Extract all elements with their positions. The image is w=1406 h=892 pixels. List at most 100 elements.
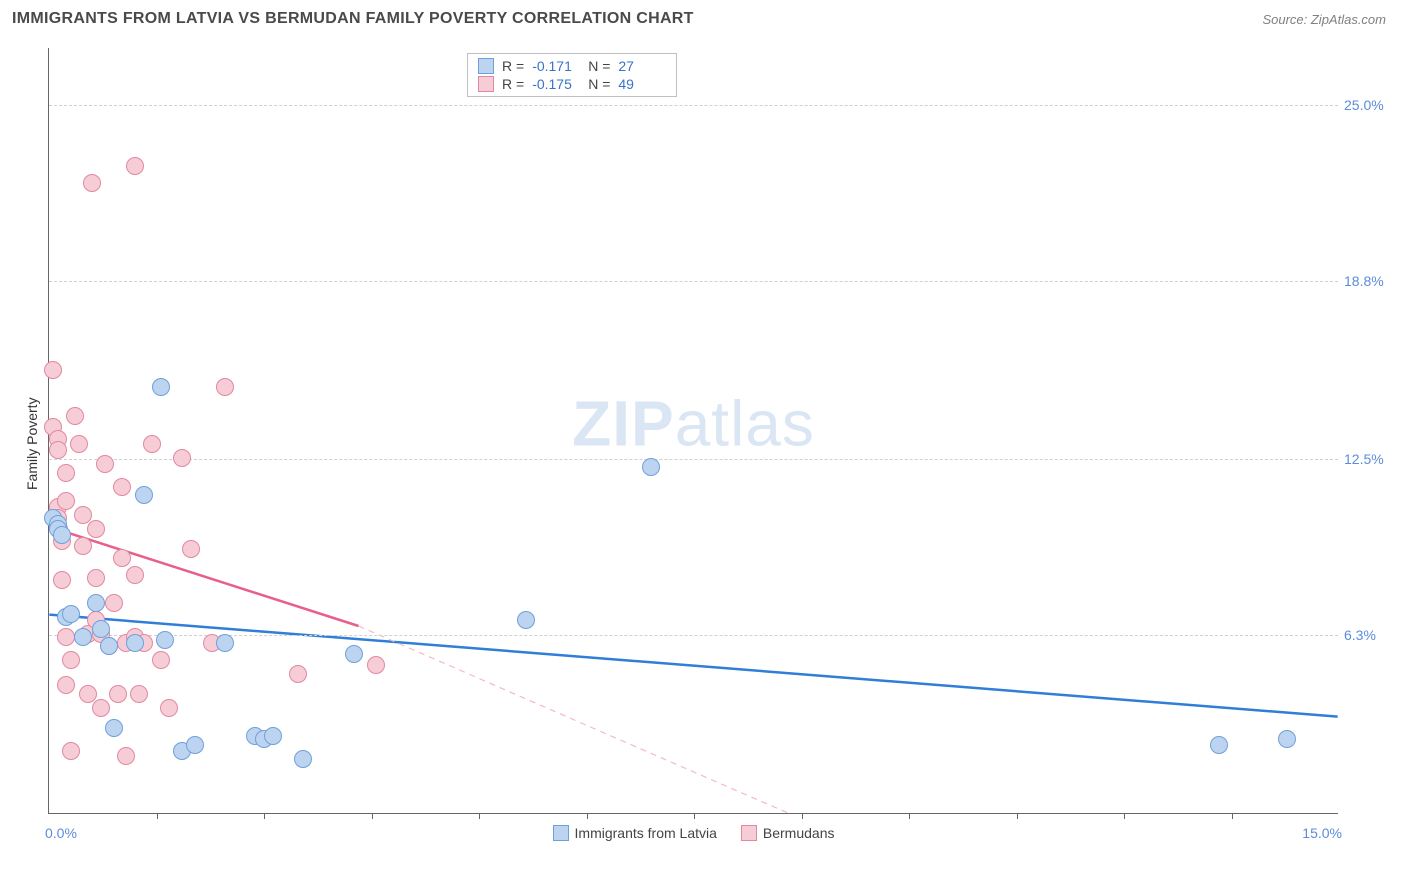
- n-label: N =: [588, 76, 610, 92]
- data-point: [49, 441, 67, 459]
- data-point: [92, 620, 110, 638]
- y-tick-label: 12.5%: [1344, 451, 1394, 467]
- data-point: [66, 407, 84, 425]
- swatch-icon: [741, 825, 757, 841]
- data-point: [83, 174, 101, 192]
- data-point: [113, 549, 131, 567]
- chart-title: IMMIGRANTS FROM LATVIA VS BERMUDAN FAMIL…: [12, 10, 694, 28]
- r-label: R =: [502, 58, 524, 74]
- x-tick: [909, 813, 910, 819]
- gridline: [49, 459, 1338, 460]
- r-value: -0.175: [532, 76, 580, 92]
- data-point: [216, 634, 234, 652]
- data-point: [160, 699, 178, 717]
- data-point: [53, 571, 71, 589]
- data-point: [100, 637, 118, 655]
- data-point: [117, 747, 135, 765]
- data-point: [216, 378, 234, 396]
- data-point: [87, 594, 105, 612]
- data-point: [367, 656, 385, 674]
- data-point: [62, 651, 80, 669]
- source-attribution: Source: ZipAtlas.com: [1262, 12, 1386, 27]
- data-point: [1278, 730, 1296, 748]
- data-point: [96, 455, 114, 473]
- r-value: -0.171: [532, 58, 580, 74]
- data-point: [62, 742, 80, 760]
- swatch-icon: [553, 825, 569, 841]
- stat-row: R = -0.171 N = 27: [478, 57, 666, 75]
- gridline: [49, 105, 1338, 106]
- legend-label: Immigrants from Latvia: [575, 825, 717, 841]
- data-point: [74, 628, 92, 646]
- data-point: [173, 449, 191, 467]
- data-point: [517, 611, 535, 629]
- data-point: [57, 628, 75, 646]
- data-point: [74, 537, 92, 555]
- data-point: [345, 645, 363, 663]
- stat-row: R = -0.175 N = 49: [478, 75, 666, 93]
- data-point: [87, 520, 105, 538]
- x-tick: [587, 813, 588, 819]
- data-point: [57, 492, 75, 510]
- data-point: [113, 478, 131, 496]
- legend-item: Bermudans: [741, 825, 835, 841]
- data-point: [289, 665, 307, 683]
- x-tick: [479, 813, 480, 819]
- data-point: [152, 378, 170, 396]
- data-point: [105, 719, 123, 737]
- x-tick: [802, 813, 803, 819]
- series-legend: Immigrants from Latvia Bermudans: [553, 825, 835, 841]
- correlation-stats-box: R = -0.171 N = 27 R = -0.175 N = 49: [467, 53, 677, 97]
- data-point: [62, 605, 80, 623]
- x-tick: [1017, 813, 1018, 819]
- swatch-icon: [478, 58, 494, 74]
- source-name: ZipAtlas.com: [1311, 12, 1386, 27]
- n-label: N =: [588, 58, 610, 74]
- x-max-label: 15.0%: [1302, 825, 1342, 841]
- data-point: [642, 458, 660, 476]
- data-point: [53, 526, 71, 544]
- data-point: [130, 685, 148, 703]
- data-point: [1210, 736, 1228, 754]
- x-tick: [264, 813, 265, 819]
- y-axis-label: Family Poverty: [24, 397, 40, 490]
- x-tick: [694, 813, 695, 819]
- data-point: [57, 676, 75, 694]
- data-point: [186, 736, 204, 754]
- x-tick: [157, 813, 158, 819]
- trend-line: [359, 626, 788, 813]
- data-point: [152, 651, 170, 669]
- y-tick-label: 6.3%: [1344, 627, 1394, 643]
- trend-lines-svg: [49, 48, 1338, 813]
- data-point: [126, 566, 144, 584]
- legend-item: Immigrants from Latvia: [553, 825, 717, 841]
- x-tick: [1232, 813, 1233, 819]
- data-point: [126, 157, 144, 175]
- data-point: [92, 699, 110, 717]
- data-point: [70, 435, 88, 453]
- data-point: [57, 464, 75, 482]
- n-value: 49: [618, 76, 666, 92]
- trend-line: [49, 615, 1337, 717]
- source-prefix: Source:: [1262, 12, 1310, 27]
- data-point: [105, 594, 123, 612]
- x-tick: [1124, 813, 1125, 819]
- n-value: 27: [618, 58, 666, 74]
- r-label: R =: [502, 76, 524, 92]
- gridline: [49, 635, 1338, 636]
- data-point: [294, 750, 312, 768]
- y-tick-label: 18.8%: [1344, 273, 1394, 289]
- swatch-icon: [478, 76, 494, 92]
- data-point: [126, 634, 144, 652]
- gridline: [49, 281, 1338, 282]
- data-point: [264, 727, 282, 745]
- data-point: [182, 540, 200, 558]
- x-tick: [372, 813, 373, 819]
- data-point: [135, 486, 153, 504]
- data-point: [109, 685, 127, 703]
- data-point: [44, 361, 62, 379]
- legend-label: Bermudans: [763, 825, 835, 841]
- x-min-label: 0.0%: [45, 825, 77, 841]
- chart-plot-area: ZIPatlas R = -0.171 N = 27 R = -0.175 N …: [48, 48, 1338, 814]
- data-point: [156, 631, 174, 649]
